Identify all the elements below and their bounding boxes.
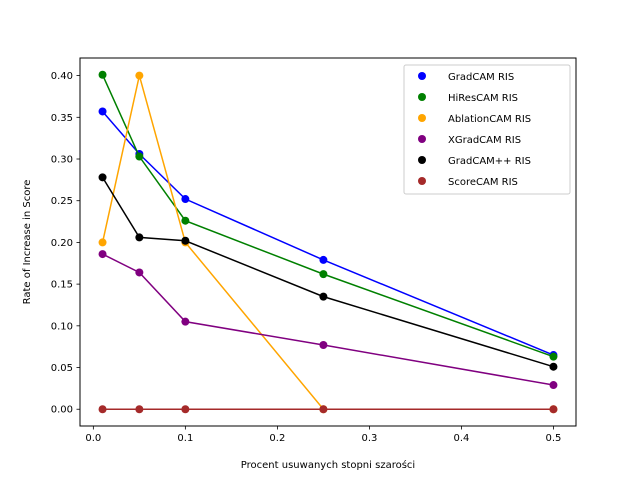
data-point xyxy=(549,381,558,390)
y-axis: 0.00 0.05 0.10 0.15 0.20 0.25 0.30 0.35 0.40 xyxy=(51,71,80,416)
y-tick-label: 0.25 xyxy=(51,196,73,207)
x-tick-label: 0.1 xyxy=(177,433,193,444)
x-tick-label: 0.3 xyxy=(361,433,377,444)
series-3 xyxy=(98,250,558,390)
legend: GradCAM RIS HiResCAM RIS AblationCAM RIS XG… xyxy=(403,64,571,195)
series-5 xyxy=(98,405,558,414)
legend-item: HiResCAM RIS xyxy=(418,93,518,104)
x-tick-label: 0.0 xyxy=(85,433,101,444)
series-line xyxy=(101,176,554,368)
data-point xyxy=(319,341,328,350)
data-point xyxy=(135,405,144,414)
x-axis: 0.0 0.1 0.2 0.3 0.4 0.5 xyxy=(85,426,561,444)
data-point xyxy=(98,107,107,116)
x-axis-label: Procent usuwanych stopni szarości xyxy=(241,459,415,471)
series-0 xyxy=(98,107,558,360)
data-point xyxy=(181,236,190,245)
data-point xyxy=(181,405,190,414)
data-point xyxy=(98,238,107,247)
data-point xyxy=(319,405,328,414)
legend-marker xyxy=(418,135,426,143)
series-layer xyxy=(98,70,558,414)
x-tick-label: 0.2 xyxy=(269,433,285,444)
data-point xyxy=(181,317,190,326)
data-point xyxy=(319,255,328,264)
data-point xyxy=(135,71,144,80)
legend-item: GradCAM++ RIS xyxy=(418,156,531,167)
x-tick-label: 0.5 xyxy=(546,433,562,444)
data-point xyxy=(98,405,107,414)
legend-marker xyxy=(418,114,426,122)
legend-marker xyxy=(418,72,426,80)
data-point xyxy=(98,250,107,259)
legend-item: AblationCAM RIS xyxy=(418,114,531,125)
plot-frame xyxy=(79,57,577,427)
data-point xyxy=(319,270,328,279)
series-4 xyxy=(98,173,558,371)
y-axis-label: Rate of Increase in Score xyxy=(22,180,33,305)
legend-item: XGradCAM RIS xyxy=(418,135,521,146)
series-line xyxy=(102,253,554,386)
data-point xyxy=(98,173,107,182)
legend-label: GradCAM++ RIS xyxy=(448,156,531,167)
data-point xyxy=(319,292,328,301)
data-point xyxy=(549,362,558,371)
y-tick-label: 0.05 xyxy=(51,363,73,374)
y-tick-label: 0.00 xyxy=(51,405,73,416)
data-point xyxy=(135,233,144,242)
legend-marker xyxy=(418,156,426,164)
y-tick-label: 0.40 xyxy=(51,71,73,82)
data-point xyxy=(181,195,190,204)
y-tick-label: 0.20 xyxy=(51,238,73,249)
y-tick-label: 0.30 xyxy=(51,155,73,166)
legend-label: GradCAM RIS xyxy=(448,72,514,83)
y-tick-label: 0.10 xyxy=(51,321,73,332)
legend-marker xyxy=(418,93,426,101)
x-tick-label: 0.4 xyxy=(453,433,469,444)
legend-box xyxy=(403,64,571,195)
data-point xyxy=(181,216,190,225)
y-tick-label: 0.15 xyxy=(51,280,73,291)
legend-label: HiResCAM RIS xyxy=(448,93,518,104)
data-point xyxy=(135,268,144,277)
data-point xyxy=(549,405,558,414)
legend-label: ScoreCAM RIS xyxy=(448,177,518,188)
legend-marker xyxy=(418,177,426,185)
y-tick-label: 0.35 xyxy=(51,113,73,124)
legend-label: AblationCAM RIS xyxy=(448,114,531,125)
legend-label: XGradCAM RIS xyxy=(448,135,521,146)
legend-item: GradCAM RIS xyxy=(418,72,514,83)
data-point xyxy=(98,70,107,79)
data-point xyxy=(135,152,144,161)
legend-item: ScoreCAM RIS xyxy=(418,177,518,188)
data-point xyxy=(549,352,558,361)
